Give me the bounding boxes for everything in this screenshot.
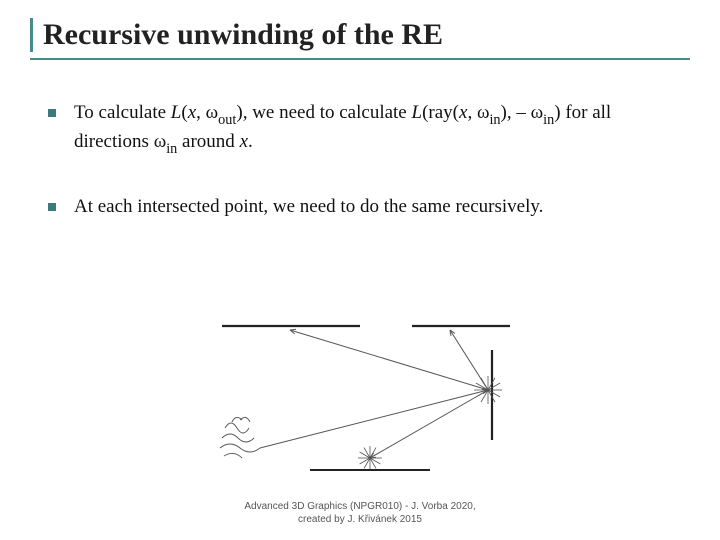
b1-p2m: ), – — [501, 102, 531, 123]
bullet-1: To calculate L(x, ωout), we need to calc… — [48, 100, 680, 158]
b1-c2: , — [467, 102, 477, 123]
b1-outsub: out — [218, 112, 236, 128]
b1-win2: ω — [531, 102, 544, 123]
bullet-list: To calculate L(x, ωout), we need to calc… — [30, 100, 690, 220]
b1-in2sub: in — [543, 112, 554, 128]
ray-diagram — [170, 320, 550, 490]
slide-footer: Advanced 3D Graphics (NPGR010) - J. Vorb… — [0, 500, 720, 526]
b1-in1sub: in — [489, 112, 500, 128]
b1-pre: To calculate — [74, 102, 171, 123]
b1-L1: L — [171, 102, 182, 123]
slide-title: Recursive unwinding of the RE — [43, 18, 690, 52]
b1-p2o: (ray( — [422, 102, 459, 123]
title-accent-bar: Recursive unwinding of the RE — [30, 18, 690, 52]
b1-win3: ω — [154, 131, 167, 152]
footer-line-2: created by J. Křivánek 2015 — [298, 514, 422, 525]
b1-win1: ω — [477, 102, 490, 123]
slide: Recursive unwinding of the RE To calcula… — [0, 0, 720, 540]
b1-mid1: , we need to calculate — [243, 102, 412, 123]
b1-x1: x — [188, 102, 196, 123]
b1-period: . — [248, 131, 253, 152]
b1-L2: L — [412, 102, 423, 123]
footer-line-1: Advanced 3D Graphics (NPGR010) - J. Vorb… — [244, 501, 475, 512]
b1-wout: ω — [206, 102, 219, 123]
b1-in3sub: in — [166, 141, 177, 157]
b1-text: To calculate L(x, ωout), we need to calc… — [74, 102, 611, 152]
title-rule — [30, 58, 690, 60]
b1-mid3: around — [177, 131, 239, 152]
b1-c1: , — [196, 102, 206, 123]
b1-x3: x — [240, 131, 248, 152]
bullet-2: At each intersected point, we need to do… — [48, 194, 680, 220]
